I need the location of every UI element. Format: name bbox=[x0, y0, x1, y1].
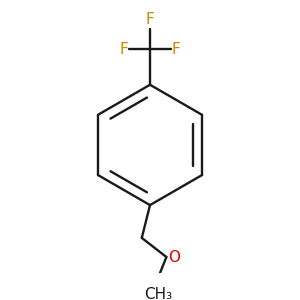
Text: F: F bbox=[172, 42, 181, 57]
Text: O: O bbox=[168, 250, 180, 265]
Text: F: F bbox=[119, 42, 128, 57]
Text: CH₃: CH₃ bbox=[144, 287, 172, 300]
Text: F: F bbox=[146, 12, 154, 27]
